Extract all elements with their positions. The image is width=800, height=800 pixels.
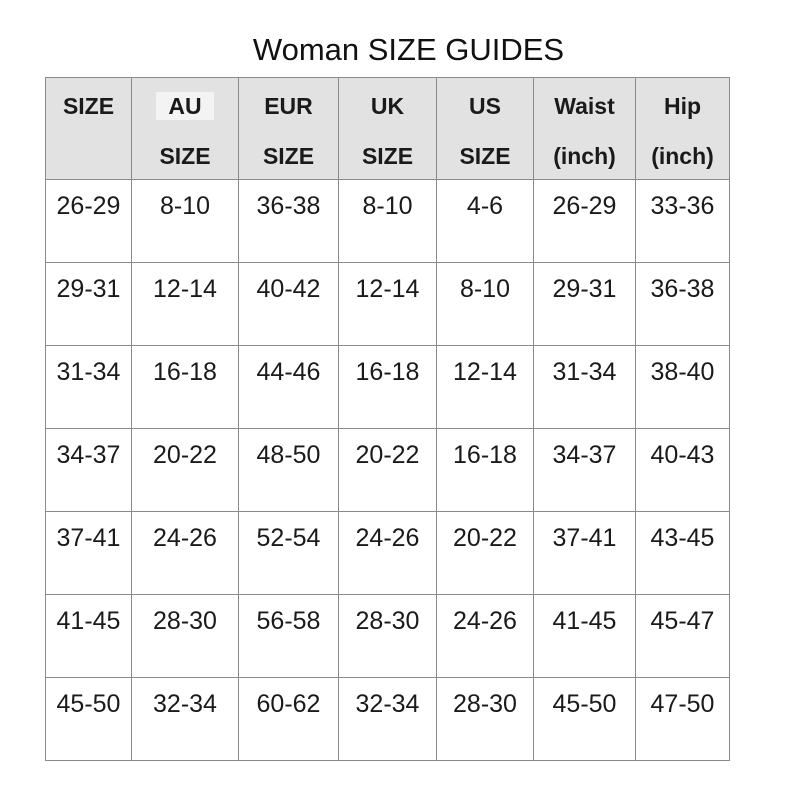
table-cell: 31-34 <box>45 345 132 429</box>
header-eur-label: EUR <box>264 93 313 119</box>
header-size-label: SIZE <box>62 93 115 119</box>
table-cell: 33-36 <box>635 179 730 263</box>
header-uk-label: UK <box>370 93 405 119</box>
header-waist-sublabel: (inch) <box>553 143 616 169</box>
table-cell: 28-30 <box>131 594 239 678</box>
table-cell: 28-30 <box>436 677 534 761</box>
size-guide-table: SIZE AU SIZE EUR SIZE UK SIZE US SIZE Wa… <box>45 77 730 761</box>
table-cell: 37-41 <box>45 511 132 595</box>
header-eur-sublabel: SIZE <box>262 143 315 169</box>
header-size: SIZE <box>45 77 132 180</box>
header-uk-sublabel: SIZE <box>361 143 414 169</box>
table-row: 37-41 24-26 52-54 24-26 20-22 37-41 43-4… <box>45 511 730 595</box>
table-row: 34-37 20-22 48-50 20-22 16-18 34-37 40-4… <box>45 428 730 512</box>
table-cell: 40-42 <box>238 262 339 346</box>
table-cell: 38-40 <box>635 345 730 429</box>
table-cell: 8-10 <box>436 262 534 346</box>
table-cell: 36-38 <box>238 179 339 263</box>
table-cell: 40-43 <box>635 428 730 512</box>
table-cell: 29-31 <box>533 262 636 346</box>
table-header-row: SIZE AU SIZE EUR SIZE UK SIZE US SIZE Wa… <box>45 77 730 180</box>
header-au-label: AU <box>156 92 214 120</box>
table-row: 26-29 8-10 36-38 8-10 4-6 26-29 33-36 <box>45 179 730 263</box>
table-cell: 32-34 <box>131 677 239 761</box>
table-cell: 4-6 <box>436 179 534 263</box>
table-cell: 47-50 <box>635 677 730 761</box>
header-hip-sublabel: (inch) <box>651 143 714 169</box>
table-cell: 31-34 <box>533 345 636 429</box>
table-cell: 45-47 <box>635 594 730 678</box>
table-cell: 16-18 <box>436 428 534 512</box>
table-row: 29-31 12-14 40-42 12-14 8-10 29-31 36-38 <box>45 262 730 346</box>
table-cell: 44-46 <box>238 345 339 429</box>
table-cell: 24-26 <box>131 511 239 595</box>
header-waist: Waist (inch) <box>533 77 636 180</box>
header-uk-size: UK SIZE <box>338 77 437 180</box>
table-cell: 12-14 <box>338 262 437 346</box>
table-cell: 20-22 <box>338 428 437 512</box>
header-au-size: AU SIZE <box>131 77 239 180</box>
header-us-label: US <box>469 93 501 119</box>
header-eur-size: EUR SIZE <box>238 77 339 180</box>
table-cell: 37-41 <box>533 511 636 595</box>
table-cell: 36-38 <box>635 262 730 346</box>
table-cell: 41-45 <box>45 594 132 678</box>
table-row: 41-45 28-30 56-58 28-30 24-26 41-45 45-4… <box>45 594 730 678</box>
table-cell: 29-31 <box>45 262 132 346</box>
table-cell: 16-18 <box>338 345 437 429</box>
table-cell: 34-37 <box>533 428 636 512</box>
table-cell: 41-45 <box>533 594 636 678</box>
table-cell: 48-50 <box>238 428 339 512</box>
header-us-size: US SIZE <box>436 77 534 180</box>
table-row: 31-34 16-18 44-46 16-18 12-14 31-34 38-4… <box>45 345 730 429</box>
header-us-sublabel: SIZE <box>459 143 511 169</box>
table-cell: 12-14 <box>131 262 239 346</box>
table-cell: 34-37 <box>45 428 132 512</box>
table-cell: 20-22 <box>436 511 534 595</box>
table-cell: 8-10 <box>131 179 239 263</box>
table-cell: 20-22 <box>131 428 239 512</box>
table-cell: 12-14 <box>436 345 534 429</box>
header-au-sublabel: SIZE <box>159 143 211 169</box>
header-hip: Hip (inch) <box>635 77 730 180</box>
table-cell: 8-10 <box>338 179 437 263</box>
header-waist-label: Waist <box>554 93 615 119</box>
table-cell: 26-29 <box>45 179 132 263</box>
table-cell: 24-26 <box>338 511 437 595</box>
table-row: 45-50 32-34 60-62 32-34 28-30 45-50 47-5… <box>45 677 730 761</box>
table-cell: 56-58 <box>238 594 339 678</box>
table-cell: 28-30 <box>338 594 437 678</box>
page-title: Woman SIZE GUIDES <box>252 32 565 67</box>
table-cell: 52-54 <box>238 511 339 595</box>
header-hip-label: Hip <box>663 93 702 119</box>
table-cell: 32-34 <box>338 677 437 761</box>
table-cell: 60-62 <box>238 677 339 761</box>
table-cell: 16-18 <box>131 345 239 429</box>
table-cell: 43-45 <box>635 511 730 595</box>
table-cell: 24-26 <box>436 594 534 678</box>
table-cell: 45-50 <box>45 677 132 761</box>
table-cell: 26-29 <box>533 179 636 263</box>
table-cell: 45-50 <box>533 677 636 761</box>
